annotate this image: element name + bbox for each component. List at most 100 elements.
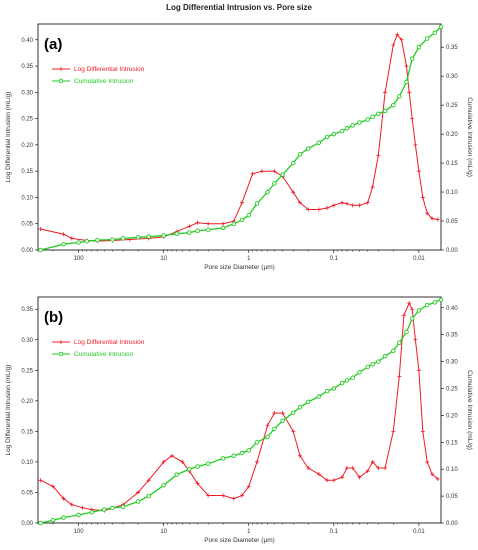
cumulative-intrusion-point (50, 518, 56, 523)
cumulative-intrusion-point (187, 230, 192, 235)
log-differential-intrusion-point (80, 505, 85, 510)
cumulative-intrusion-point (391, 102, 396, 108)
cumulative-intrusion-point (391, 348, 396, 354)
log-differential-intrusion-point (325, 205, 330, 210)
log-differential-intrusion-point (331, 203, 336, 208)
cumulative-intrusion-point (195, 464, 200, 469)
cumulative-intrusion-point (95, 237, 100, 243)
log-differential-intrusion-point (370, 459, 375, 464)
log-differential-intrusion-point (399, 37, 404, 42)
cumulative-intrusion-point (370, 114, 375, 119)
cumulative-intrusion-point (350, 123, 355, 128)
legend-marker-log-differential-intrusion (59, 340, 63, 344)
log-differential-intrusion-point (391, 43, 396, 48)
cumulative-intrusion-point (205, 461, 211, 467)
cumulative-intrusion-point (280, 172, 285, 177)
log-differential-intrusion-point (272, 169, 277, 174)
cumulative-intrusion-point (265, 189, 270, 195)
log-differential-intrusion-point (265, 423, 270, 428)
cumulative-intrusion-point (416, 44, 422, 50)
log-differential-intrusion-point (425, 459, 430, 464)
cumulative-intrusion-line (40, 26, 442, 251)
panel-label: (b) (44, 309, 63, 326)
cumulative-intrusion-point (101, 507, 107, 512)
log-differential-intrusion-point (410, 307, 415, 312)
log-differential-intrusion-point (376, 466, 381, 471)
cumulative-intrusion-point (187, 466, 192, 472)
cumulative-intrusion-point (382, 353, 388, 359)
y-tick-label: 0.20 (21, 399, 33, 405)
figure-title: Log Differential Intrusion vs. Pore size (166, 3, 312, 12)
x-axis-label: Pore size Diameter (µm) (204, 264, 275, 271)
panel-label: (a) (44, 36, 62, 53)
log-differential-intrusion-point (180, 459, 185, 464)
log-differential-intrusion-point (383, 466, 388, 471)
cumulative-intrusion-point (432, 30, 438, 35)
log-differential-intrusion-point (187, 224, 192, 229)
cumulative-intrusion-point (220, 456, 226, 461)
legend-marker-cumulative-intrusion (58, 351, 64, 357)
log-differential-intrusion-point (420, 195, 425, 200)
y-tick-label: 0.00 (21, 521, 33, 527)
log-differential-intrusion-point (250, 171, 255, 176)
log-differential-intrusion-point (413, 337, 418, 342)
y-tick-label: 0.05 (21, 222, 33, 228)
x-tick-label: 1 (247, 529, 251, 535)
log-differential-intrusion-line (40, 33, 438, 242)
y-tick-label: 0.05 (21, 490, 33, 496)
log-differential-intrusion-point (365, 469, 370, 474)
y-tick-label: 0.30 (21, 90, 33, 96)
legend-marker-log-differential-intrusion (59, 67, 63, 71)
log-differential-intrusion-point (407, 90, 412, 95)
log-differential-intrusion-point (430, 216, 435, 221)
cumulative-intrusion-point (76, 240, 81, 245)
cumulative-intrusion-point (316, 140, 322, 146)
y-tick-label: 0.10 (21, 460, 33, 466)
legend-marker-cumulative-intrusion (58, 78, 64, 84)
cumulative-intrusion-point (146, 234, 151, 239)
panel-a: 100 10 1 0.1 0.01 0.00 0.05 0.10 0.15 0.20 0.25 0.3… (5, 23, 473, 271)
cumulative-intrusion-point (231, 453, 237, 458)
cumulative-intrusion-point (365, 117, 370, 122)
plot-frame (37, 23, 442, 251)
log-differential-intrusion-point (69, 502, 74, 507)
y-tick-label: 0.35 (21, 64, 33, 70)
y-tick-label: 0.10 (21, 195, 33, 201)
y2-tick-label: 0.05 (446, 494, 458, 500)
log-differential-intrusion-point (316, 472, 321, 477)
log-differential-intrusion-point (407, 301, 412, 306)
log-differential-intrusion-point (254, 459, 259, 464)
cumulative-intrusion-point (272, 181, 277, 186)
log-differential-intrusion-point (221, 221, 226, 226)
cumulative-intrusion-point (324, 134, 330, 140)
y-tick-label: 0.20 (21, 143, 33, 149)
log-differential-intrusion-point (350, 466, 355, 471)
legend-label-log-differential-intrusion: Log Differential Intrusion (74, 66, 145, 73)
log-differential-intrusion-point (316, 207, 321, 212)
cumulative-intrusion-point (280, 418, 285, 424)
cumulative-intrusion-point (254, 201, 260, 206)
cumulative-intrusion-point (254, 440, 260, 445)
log-differential-intrusion-point (146, 478, 151, 483)
y2-tick-label: 0.25 (446, 103, 458, 109)
cumulative-intrusion-point (409, 316, 415, 321)
log-differential-intrusion-point (291, 190, 296, 195)
cumulative-intrusion-point (382, 108, 388, 114)
x-axis-label: Pore size Diameter (µm) (204, 537, 275, 544)
cumulative-intrusion-point (231, 221, 237, 227)
y-tick-label: 0.40 (21, 38, 33, 44)
log-differential-intrusion-point (404, 64, 409, 69)
log-differential-intrusion-point (350, 203, 355, 208)
y2-tick-label: 0.10 (446, 467, 458, 473)
cumulative-intrusion-point (404, 329, 409, 335)
log-differential-intrusion-point (221, 493, 226, 498)
cumulative-intrusion-point (438, 24, 444, 30)
cumulative-intrusion-point (38, 520, 43, 526)
cumulative-intrusion-point (195, 228, 200, 234)
log-differential-intrusion-point (231, 496, 236, 501)
cumulative-intrusion-point (432, 300, 438, 305)
y2-tick-label: 0.30 (446, 360, 458, 366)
cumulative-intrusion-point (350, 375, 355, 380)
cumulative-intrusion-point (344, 378, 350, 383)
cumulative-intrusion-point (110, 505, 115, 511)
